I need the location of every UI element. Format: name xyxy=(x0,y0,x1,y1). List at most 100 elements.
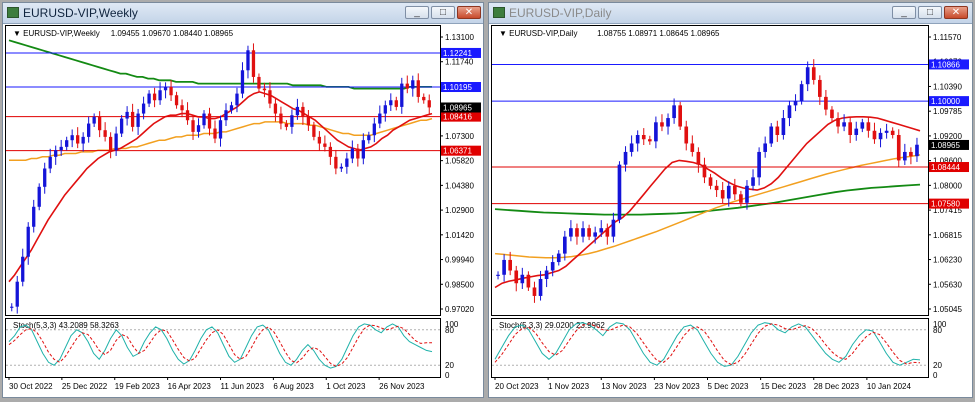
price-axis-label: 1.10390 xyxy=(933,82,962,91)
candle-body xyxy=(775,126,780,135)
candle-body xyxy=(666,118,670,127)
level-price-label: 1.10000 xyxy=(931,97,960,106)
candle-body xyxy=(180,105,184,111)
price-axis-label: 1.06230 xyxy=(933,256,962,265)
level-price-tag xyxy=(929,59,969,70)
price-axis-label: 0.99940 xyxy=(445,256,474,265)
candle-body xyxy=(654,122,658,142)
candle-body xyxy=(130,111,135,127)
candle-body xyxy=(10,306,14,308)
candle-body xyxy=(629,143,634,152)
candle-body xyxy=(21,256,25,282)
candle-body xyxy=(593,232,597,237)
candle-body xyxy=(781,118,786,135)
chart-area[interactable]: ▼ EURUSD-VIP,Daily 1.08755 1.08971 1.0864… xyxy=(491,25,970,395)
candle-body xyxy=(235,93,239,106)
window-titlebar[interactable]: EURUSD-VIP,Weekly _ □ ✕ xyxy=(3,3,483,24)
candle-body xyxy=(648,139,652,142)
candle-body xyxy=(575,228,579,237)
close-button[interactable]: ✕ xyxy=(944,6,968,19)
candle-body xyxy=(427,100,431,108)
chart-window-icon xyxy=(7,7,19,18)
candle-body xyxy=(400,83,404,107)
candle-body xyxy=(273,103,278,114)
candle-body xyxy=(641,135,646,140)
candle-body xyxy=(678,105,682,127)
candle-body xyxy=(334,156,338,169)
candle-body xyxy=(59,146,63,151)
candle-body xyxy=(739,194,743,203)
candle-body xyxy=(903,151,907,161)
price-axis-label: 1.07300 xyxy=(445,132,474,141)
window-titlebar[interactable]: EURUSD-VIP,Daily _ □ ✕ xyxy=(489,3,972,24)
weekly-chart-svg[interactable]: ▼ EURUSD-VIP,Weekly 1.09455 1.09670 1.084… xyxy=(5,25,483,395)
candle-body xyxy=(240,70,245,94)
candle-body xyxy=(306,116,311,126)
chart-window-icon xyxy=(493,7,505,18)
stochastic-axis-label: 80 xyxy=(933,326,942,335)
candle-body xyxy=(317,136,322,144)
price-axis-label: 1.08000 xyxy=(933,181,962,190)
candle-body xyxy=(218,120,223,139)
stochastic-label: Stoch(5,3,3) 29.0200 23.9962 xyxy=(499,321,605,330)
candle-body xyxy=(411,80,415,89)
candle-body xyxy=(213,128,217,139)
window-title: EURUSD-VIP,Daily xyxy=(509,6,612,20)
candle-body xyxy=(532,287,537,296)
stochastic-label: Stoch(5,3,3) 43.2089 58.3263 xyxy=(13,321,119,330)
candle-body xyxy=(702,164,707,178)
candle-body xyxy=(125,111,129,119)
candle-body xyxy=(367,135,371,141)
candle-body xyxy=(257,76,261,89)
stochastic-main-line xyxy=(494,322,921,367)
candle-body xyxy=(872,130,877,140)
price-axis-label: 1.05045 xyxy=(933,305,962,314)
candle-body xyxy=(556,253,561,263)
candle-body xyxy=(416,80,420,97)
chart-area[interactable]: ▼ EURUSD-VIP,Weekly 1.09455 1.09670 1.084… xyxy=(5,25,481,395)
candle-body xyxy=(229,105,234,111)
daily-chart-svg[interactable]: ▼ EURUSD-VIP,Daily 1.08755 1.08971 1.0864… xyxy=(491,25,972,395)
candle-body xyxy=(544,270,549,279)
level-price-tag xyxy=(929,162,969,173)
price-axis-label: 1.11570 xyxy=(933,33,962,42)
candle-body xyxy=(339,166,344,169)
candle-body xyxy=(323,143,327,147)
maximize-button[interactable]: □ xyxy=(431,6,455,19)
candle-body xyxy=(854,128,859,135)
date-axis-label: 15 Dec 2023 xyxy=(761,382,807,391)
price-axis-label: 1.08600 xyxy=(933,157,962,166)
date-axis-label: 13 Nov 2023 xyxy=(601,382,647,391)
candle-body xyxy=(581,228,585,237)
candle-body xyxy=(15,281,19,307)
price-axis-label: 1.09785 xyxy=(933,107,962,116)
candle-body xyxy=(284,123,289,127)
candle-body xyxy=(350,148,354,159)
level-price-label: 1.12241 xyxy=(443,49,472,58)
candle-body xyxy=(114,133,118,151)
candle-body xyxy=(787,105,792,119)
current-price-label: 1.08965 xyxy=(443,103,472,112)
stochastic-axis-label: 20 xyxy=(933,361,942,370)
candle-body xyxy=(769,126,774,144)
candle-body xyxy=(714,185,719,191)
minimize-button[interactable]: _ xyxy=(405,6,429,19)
candle-body xyxy=(152,93,157,101)
weekly-chart-window[interactable]: EURUSD-VIP,Weekly _ □ ✕ ▼ EURUSD-VIP,Wee… xyxy=(2,2,484,398)
minimize-button[interactable]: _ xyxy=(892,6,916,19)
candle-body xyxy=(81,136,85,144)
candle-body xyxy=(43,168,47,187)
candle-body xyxy=(37,186,41,207)
price-axis-label: 1.07415 xyxy=(933,206,962,215)
close-button[interactable]: ✕ xyxy=(457,6,481,19)
candle-body xyxy=(563,236,567,254)
current-price-tag xyxy=(441,102,481,113)
candle-body xyxy=(526,274,531,288)
daily-chart-window[interactable]: EURUSD-VIP,Daily _ □ ✕ ▼ EURUSD-VIP,Dail… xyxy=(488,2,973,398)
candle-body xyxy=(290,115,294,127)
maximize-button[interactable]: □ xyxy=(918,6,942,19)
candle-body xyxy=(745,185,749,203)
date-axis-label: 16 Apr 2023 xyxy=(168,382,212,391)
candle-body xyxy=(708,177,713,186)
price-axis-label: 1.11740 xyxy=(445,58,474,67)
